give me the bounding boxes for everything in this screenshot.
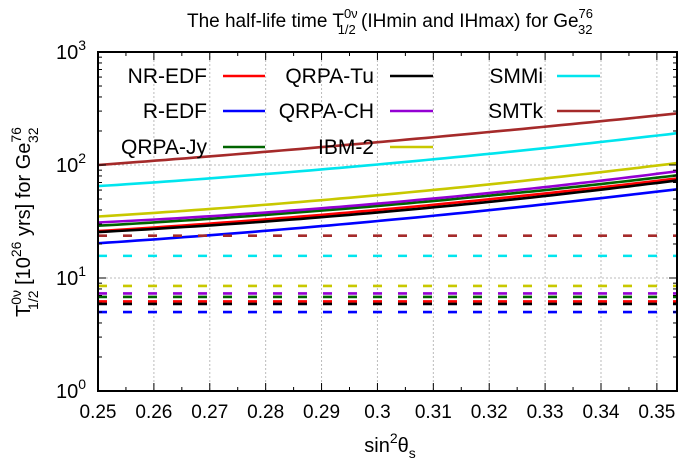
series-line-ihmin-qrpa-tu [97, 179, 678, 234]
legend: NR-EDF R-EDF QRPA-Jy QRPA-Tu QRPA-CH IBM-2 SMM… [121, 65, 600, 159]
legend-item: SMTk [488, 100, 600, 123]
legend-item: QRPA-Tu [285, 65, 433, 88]
y-tick-label: 103 [56, 37, 86, 64]
x-tick-label: 0.31 [415, 402, 452, 423]
chart-title: The half-life time T0ν 1/2 (IHmin and IHm… [187, 6, 593, 37]
series-line-ihmin-qrpa-ch [97, 170, 678, 224]
x-tick-label: 0.32 [471, 402, 508, 423]
y-axis-label: T0ν1/2 [1026 yrs] for Ge7632 [8, 127, 41, 317]
legend-item: QRPA-CH [279, 100, 433, 123]
y-tick-label: 102 [56, 150, 86, 177]
series-line-ihmin-qrpa-jy [97, 174, 678, 227]
plot-frame [97, 51, 678, 392]
legend-label: NR-EDF [128, 65, 207, 88]
x-tick-label: 0.29 [303, 402, 340, 423]
legend-item: QRPA-Jy [121, 136, 265, 159]
x-axis-label: sin2θs [364, 430, 416, 461]
legend-label: SMMi [489, 65, 543, 88]
series-line-ihmin-r-edf [97, 188, 678, 245]
y-tick-label: 100 [56, 376, 86, 403]
x-tick-label: 0.26 [135, 402, 172, 423]
x-tick-label: 0.25 [80, 402, 117, 423]
ticks: 0.25 0.26 0.27 0.28 0.29 0.3 0.31 0.32 0.33 0.34 0… [56, 37, 677, 423]
legend-item: IBM-2 [318, 136, 433, 159]
legend-label: R-EDF [143, 100, 207, 123]
x-tick-label: 0.33 [527, 402, 564, 423]
legend-label: SMTk [488, 100, 543, 123]
x-tick-label: 0.27 [191, 402, 228, 423]
legend-item: SMMi [489, 65, 600, 88]
x-tick-label: 0.3 [364, 402, 390, 423]
x-tick-label: 0.28 [247, 402, 284, 423]
series-lines [97, 112, 678, 314]
legend-label: QRPA-CH [279, 100, 374, 123]
legend-label: QRPA-Jy [121, 136, 207, 159]
legend-item: R-EDF [143, 100, 265, 123]
series-line-ihmin-smmi [97, 131, 678, 188]
legend-label: IBM-2 [318, 136, 374, 159]
x-tick-label: 0.35 [638, 402, 675, 423]
series-line-ihmin-smtk [97, 112, 678, 167]
x-tick-label: 0.34 [583, 402, 620, 423]
series-line-ihmin-nr-edf [97, 177, 678, 233]
legend-item: NR-EDF [128, 65, 265, 88]
legend-label: QRPA-Tu [285, 65, 374, 88]
y-tick-label: 101 [56, 263, 86, 290]
series-line-ihmin-ibm-2 [97, 161, 678, 218]
